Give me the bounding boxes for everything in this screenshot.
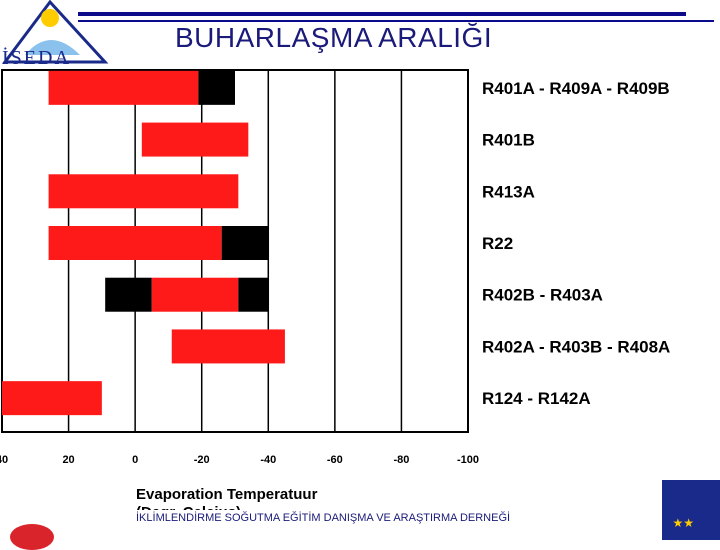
bar-segment — [48, 174, 239, 209]
x-tick-label: -100 — [457, 454, 479, 466]
bar-segment — [141, 122, 249, 157]
series-label: R413A — [482, 182, 535, 201]
footer-text: İKLİMLENDİRME SOĞUTMA EĞİTİM DANIŞMA VE … — [136, 512, 511, 524]
series-label: R402A - R403B - R408A — [482, 337, 670, 356]
x-tick-label: -80 — [393, 454, 409, 466]
bar-segment — [48, 226, 222, 260]
bar-segment — [48, 70, 199, 105]
series-label: R402B - R403A — [482, 286, 603, 305]
x-tick-label: 20 — [62, 454, 74, 466]
decorative-blob — [10, 524, 54, 550]
sun-icon — [41, 9, 59, 27]
eu-flag-icon — [662, 480, 720, 540]
x-tick-label: 0 — [132, 454, 138, 466]
x-axis-label-line1: Evaporation Temperatuur — [136, 486, 318, 503]
x-axis-label-line2: (Degr. Celcius) — [136, 504, 241, 510]
header-rule-thin — [78, 20, 714, 22]
bar-segment — [171, 329, 285, 364]
bar-segment — [2, 381, 102, 416]
bar-segment — [238, 277, 269, 312]
logo-text: İSEDA — [2, 46, 71, 69]
page-title: BUHARLAŞMA ARALIĞI — [175, 22, 493, 53]
series-label: R401A - R409A - R409B — [482, 79, 670, 98]
iseda-logo: İSEDA — [0, 0, 110, 70]
bar-segment — [221, 226, 269, 260]
evaporation-range-chart: R401A - R409A - R409B R401B R413A R22 R402B … — [0, 69, 670, 510]
x-tick-label: -40 — [260, 454, 276, 466]
x-tick-label: 40 — [0, 454, 8, 466]
x-tick-label: -20 — [194, 454, 210, 466]
star-icon: ★★ — [672, 516, 694, 530]
series-label: R124 - R142A — [482, 389, 591, 408]
series-label: R401B — [482, 131, 535, 150]
bar-segment — [105, 277, 152, 312]
x-tick-label: -60 — [327, 454, 343, 466]
bar-segment — [198, 70, 235, 105]
bar-segment — [151, 277, 239, 312]
series-label: R22 — [482, 234, 513, 253]
header-rule-thick — [78, 12, 686, 16]
